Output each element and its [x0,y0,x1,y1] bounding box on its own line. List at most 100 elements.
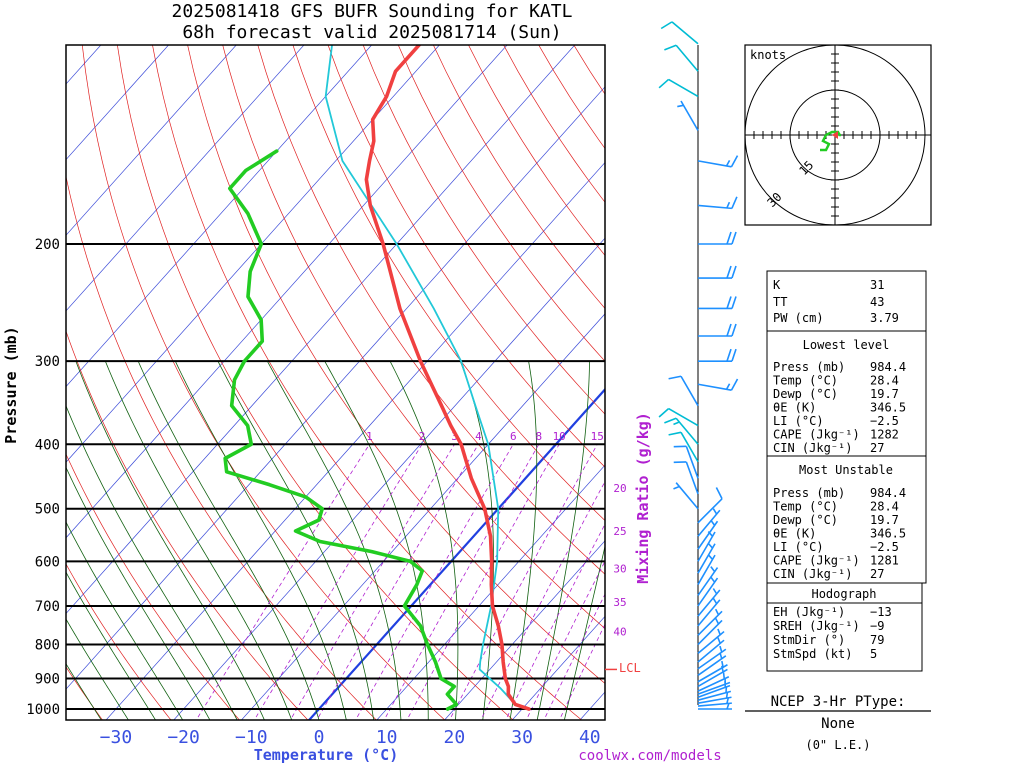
plot-frame [66,45,605,720]
sounding-profiles [225,44,529,709]
wind-barb [677,101,698,130]
barb-half-feather [713,509,716,514]
dry-adiabat-line [117,44,516,723]
moist-adiabat-line [24,361,211,723]
lowest-level-header: Lowest level [803,338,890,352]
temperature-tick-label: 10 [376,727,398,748]
barb-half-feather [713,598,716,603]
barb-feather [732,197,737,209]
barb-half-feather [711,567,715,572]
k-value: 31 [870,278,884,292]
pw-label: PW (cm) [773,311,824,325]
dry-adiabat-line [0,44,173,723]
barb-feather [727,266,731,278]
mixing-ratio-tick-label: 8 [536,430,543,443]
isotherm-line [0,44,576,723]
temperature-tick-label: −10 [235,727,268,748]
barb-half-feather [724,673,725,679]
stat-label: SREH (Jkg⁻¹) [773,619,860,633]
stat-label: CIN (Jkg⁻¹) [773,567,852,581]
moist-adiabat-line [325,361,429,723]
temperature-trace [366,44,529,709]
mixing-ratio-tick-label: 20 [613,482,626,495]
wind-barb [698,296,736,308]
moist-adiabat-line [49,361,239,723]
stat-label: Press (mb) [773,486,845,500]
stat-value: −2.5 [870,414,899,428]
isotherm-line [442,44,1024,723]
mixing-ratio-line [354,444,513,723]
mixing-ratio-tick-label: 10 [553,430,566,443]
stat-label: LI (°C) [773,540,824,554]
temperature-tick-label: 30 [511,727,533,748]
barb-feather [727,349,731,361]
barb-feather [732,266,736,278]
barb-feather [669,432,681,435]
temperature-tick-label: −30 [100,727,133,748]
stat-label: EH (Jkg⁻¹) [773,605,845,619]
pressure-tick-label: 600 [35,554,60,570]
wind-barb [698,324,736,336]
stat-label: CAPE (Jkg⁻¹) [773,428,860,442]
barb-feather [732,232,736,244]
pressure-tick-label: 400 [35,437,60,453]
barb-feather [731,156,737,167]
wind-barb [698,266,736,278]
dry-adiabat-line [0,44,242,723]
pressure-tick-label: 900 [35,672,60,688]
mixing-ratio-tick-label: 1 [366,430,373,443]
pressure-tick-label: 300 [35,354,60,370]
dry-adiabat-line [959,44,1024,723]
isotherm-line [0,44,305,723]
chart-subtitle: 68h forecast valid 2025081714 (Sun) [182,22,561,43]
barb-staff [669,79,698,96]
wind-barb [698,379,738,390]
barb-feather [664,418,676,423]
hodograph-units: knots [750,48,786,62]
barb-staff [676,418,698,444]
dry-adiabat-line [994,44,1024,723]
dry-adiabat-line [924,44,1024,723]
pressure-tick-label: 200 [35,237,60,253]
stat-value: 27 [870,441,884,455]
k-label: K [773,278,781,292]
stat-label: Press (mb) [773,360,845,374]
tt-value: 43 [870,295,884,309]
barb-staff [698,161,731,167]
mixing-ratio-tick-label: 30 [613,563,626,576]
mixing-ratio-tick-label: 6 [510,430,517,443]
dry-adiabat-line [433,44,1024,723]
stat-value: 5 [870,647,877,661]
mixing-ratio-tick-label: 4 [475,430,482,443]
barb-half-feather [677,105,683,106]
barb-feather [664,45,676,50]
wind-barb [669,376,698,405]
stat-value: 28.4 [870,500,899,514]
mixing-ratio-line [289,444,455,723]
isotherm-line [103,44,711,723]
stat-value: 346.5 [870,527,906,541]
barb-feather [732,324,736,336]
hodograph-stats-header: Hodograph [811,587,876,601]
wind-barb [664,45,698,71]
barb-feather [732,296,736,308]
stat-value: 1281 [870,554,899,568]
barb-staff [681,101,698,130]
barb-half-feather [727,160,730,166]
barb-staff [698,703,732,706]
wind-barb [698,666,727,687]
stat-value: 19.7 [870,387,899,401]
stat-label: Temp (°C) [773,500,838,514]
moist-adiabat-line [138,361,320,723]
stat-label: LI (°C) [773,414,824,428]
pressure-tick-label: 500 [35,502,60,518]
barb-half-feather [711,577,715,582]
stat-value: 19.7 [870,513,899,527]
wind-barb [698,232,736,244]
barb-feather [727,324,731,336]
barb-staff [672,22,698,44]
